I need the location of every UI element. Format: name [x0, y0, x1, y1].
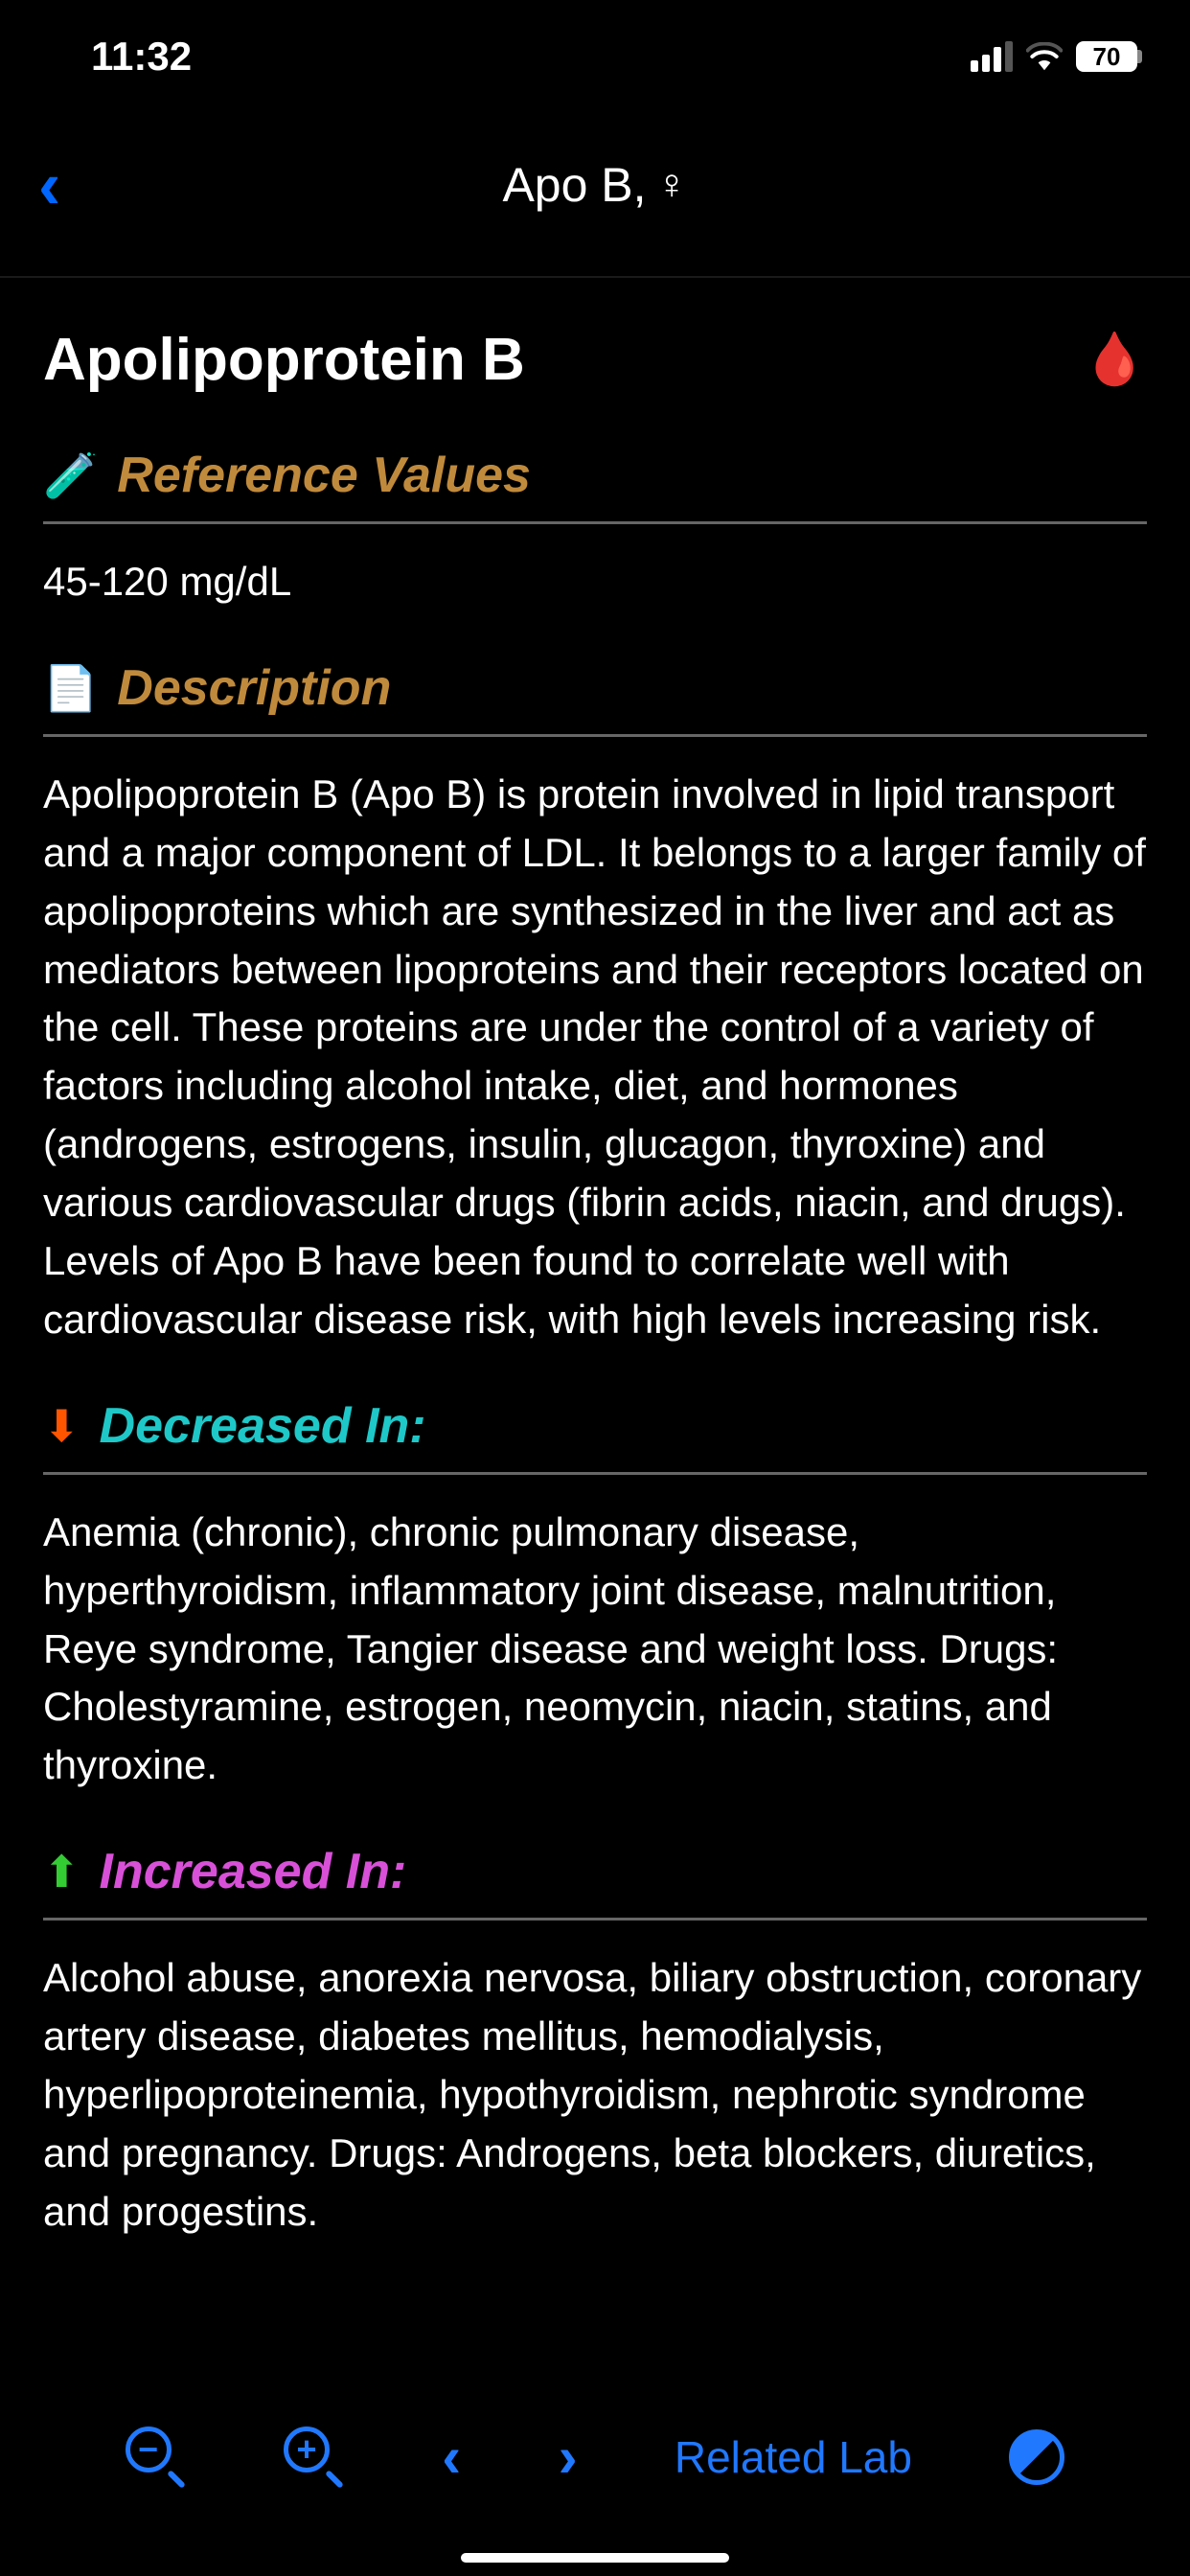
decreased-section: ⬇ Decreased In: Anemia (chronic), chroni… [43, 1397, 1147, 1795]
reference-values-body: 45-120 mg/dL [43, 553, 1147, 611]
decreased-header: ⬇ Decreased In: [43, 1397, 1147, 1475]
increased-section: ⬆ Increased In: Alcohol abuse, anorexia … [43, 1843, 1147, 2241]
increased-header: ⬆ Increased In: [43, 1843, 1147, 1920]
battery-icon: 70 [1076, 41, 1137, 72]
nav-title: Apo B, ♀ [502, 157, 687, 213]
description-section: 📄 Description Apolipoprotein B (Apo B) i… [43, 659, 1147, 1349]
status-right: 70 [971, 41, 1137, 72]
bottom-toolbar: − + ‹ › Related Lab [0, 2395, 1190, 2518]
page-title: Apolipoprotein B [43, 326, 525, 394]
status-time: 11:32 [91, 34, 192, 80]
title-row: Apolipoprotein B 🩸 [43, 326, 1147, 394]
battery-level: 70 [1093, 42, 1121, 72]
increased-body: Alcohol abuse, anorexia nervosa, biliary… [43, 1949, 1147, 2241]
description-header: 📄 Description [43, 659, 1147, 737]
description-body: Apolipoprotein B (Apo B) is protein invo… [43, 766, 1147, 1349]
arrow-down-icon: ⬇ [43, 1404, 80, 1448]
female-icon: ♀ [656, 161, 688, 209]
content: Apolipoprotein B 🩸 🧪 Reference Values 45… [0, 278, 1190, 2242]
description-title: Description [117, 659, 391, 717]
page-icon: 📄 [43, 666, 98, 710]
zoom-in-icon: + [284, 2426, 345, 2488]
blood-vial-icon: 🩸 [1083, 330, 1147, 390]
contrast-icon [1009, 2429, 1064, 2485]
wifi-icon [1026, 42, 1063, 71]
contrast-button[interactable] [1009, 2429, 1064, 2485]
zoom-out-icon: − [126, 2426, 187, 2488]
prev-button[interactable]: ‹ [442, 2424, 461, 2490]
reference-values-section: 🧪 Reference Values 45-120 mg/dL [43, 447, 1147, 611]
zoom-in-button[interactable]: + [284, 2426, 345, 2488]
back-button[interactable]: ‹ [38, 151, 60, 218]
increased-title: Increased In: [100, 1843, 407, 1900]
zoom-out-button[interactable]: − [126, 2426, 187, 2488]
decreased-title: Decreased In: [100, 1397, 426, 1455]
decreased-body: Anemia (chronic), chronic pulmonary dise… [43, 1504, 1147, 1795]
test-tube-icon: 🧪 [43, 453, 98, 497]
related-lab-button[interactable]: Related Lab [675, 2431, 912, 2483]
nav-header: ‹ Apo B, ♀ [0, 104, 1190, 278]
home-indicator[interactable] [461, 2553, 729, 2563]
arrow-up-icon: ⬆ [43, 1850, 80, 1894]
cellular-signal-icon [971, 41, 1013, 72]
status-bar: 11:32 70 [0, 0, 1190, 104]
reference-values-header: 🧪 Reference Values [43, 447, 1147, 524]
next-button[interactable]: › [559, 2424, 578, 2490]
reference-values-title: Reference Values [117, 447, 531, 504]
